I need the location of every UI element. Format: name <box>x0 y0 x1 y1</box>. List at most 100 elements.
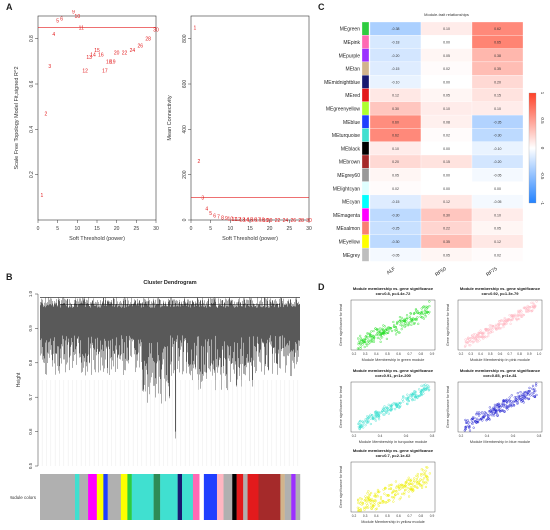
gene-point <box>416 472 419 476</box>
gene-point <box>380 410 383 413</box>
gene-point <box>531 387 534 390</box>
x-tick-label: 10 <box>75 226 81 232</box>
gene-point <box>420 307 423 310</box>
x-tick-label: 25 <box>134 226 140 232</box>
gene-point <box>384 501 387 504</box>
x-tick-label: 5 <box>56 226 59 232</box>
gene-point <box>518 310 522 313</box>
gene-point <box>483 411 486 414</box>
gene-point <box>534 384 538 387</box>
cell-value: 0.00 <box>443 80 450 84</box>
x-tick-label: 15 <box>94 226 100 232</box>
gene-point <box>390 329 394 333</box>
power-point: 17 <box>255 218 261 224</box>
gene-point <box>400 328 403 331</box>
gene-point <box>489 409 492 412</box>
module-label: MEred <box>345 93 360 99</box>
module-color-swatch <box>361 181 370 196</box>
y-axis-label: Scale Free Topology Model Fit,signed R^2 <box>14 66 20 169</box>
mm-gs-yellow-plot: Module membership vs. gene significancec… <box>339 448 436 524</box>
gene-point <box>398 483 401 486</box>
x-tick-label: 0.8 <box>419 352 424 356</box>
gene-point <box>475 339 478 342</box>
gene-point <box>372 417 375 420</box>
gene-point <box>357 341 360 344</box>
gene-point <box>393 329 396 332</box>
module-color-block <box>192 474 200 520</box>
gene-point <box>498 406 501 409</box>
module-color-swatch <box>361 234 370 249</box>
gene-point <box>428 300 431 303</box>
gene-point <box>379 337 382 340</box>
gene-point <box>420 384 423 387</box>
gene-point <box>399 401 402 405</box>
gene-point <box>402 396 405 399</box>
gene-point <box>394 403 397 406</box>
gene-point <box>479 412 482 415</box>
gene-point <box>406 487 409 490</box>
gene-point <box>359 334 362 337</box>
gene-point <box>409 312 412 315</box>
module-color-block <box>40 474 76 520</box>
gene-point <box>418 483 421 486</box>
gene-point <box>422 312 425 316</box>
gene-point <box>405 314 409 317</box>
module-label: MEblack <box>341 146 361 152</box>
gene-point <box>420 393 423 397</box>
gene-point <box>409 312 413 315</box>
power-point: 20 <box>267 218 273 224</box>
gene-point <box>517 396 520 399</box>
gene-point <box>495 411 498 414</box>
gene-point <box>479 329 482 332</box>
gene-point <box>385 337 389 340</box>
gene-point <box>422 477 426 480</box>
cell-value: 0.05 <box>443 253 450 257</box>
power-point: 15 <box>94 48 100 54</box>
gene-point <box>396 403 400 406</box>
power-point: 15 <box>247 218 253 224</box>
gene-point <box>426 387 429 390</box>
gene-point <box>410 482 413 486</box>
gene-point <box>478 339 481 342</box>
gene-point <box>464 428 467 431</box>
gene-point <box>379 498 383 501</box>
gene-point <box>365 502 368 505</box>
gene-point <box>500 404 503 407</box>
power-point: 28 <box>298 218 304 224</box>
gene-point <box>364 495 367 498</box>
gene-point <box>375 416 378 419</box>
module-color-block <box>284 474 292 520</box>
gene-point <box>403 321 407 324</box>
gene-point <box>504 404 507 407</box>
gene-point <box>361 501 365 505</box>
gene-point <box>389 483 392 487</box>
gene-point <box>392 500 395 503</box>
module-label: MEbrown <box>339 160 360 166</box>
mm-gs-pink-plot: Module membership vs. gene significancec… <box>446 286 543 362</box>
gene-point <box>475 421 478 424</box>
power-point: 26 <box>290 218 296 224</box>
gene-point <box>412 317 415 320</box>
y-axis-label: Gene significance for treat <box>446 386 450 428</box>
x-tick-label: 0.4 <box>485 434 490 438</box>
gene-point <box>424 305 427 308</box>
gene-point <box>517 314 520 318</box>
power-point: 3 <box>48 64 51 70</box>
plot-frame <box>190 15 310 221</box>
gene-point <box>359 502 362 505</box>
gene-point <box>392 489 395 492</box>
gene-point <box>365 334 368 338</box>
gene-point <box>406 402 409 405</box>
gene-point <box>379 495 383 499</box>
module-label: MEmagenta <box>333 213 360 219</box>
gene-point <box>490 414 494 417</box>
gene-point <box>425 466 428 469</box>
gene-point <box>523 306 526 309</box>
power-point: 8 <box>221 216 224 222</box>
module-color-swatch <box>361 114 370 129</box>
gene-point <box>415 309 418 312</box>
cell-value: -0.30 <box>392 240 400 244</box>
gene-point <box>393 323 396 327</box>
x-axis-label: Soft Threshold (power) <box>222 236 278 242</box>
